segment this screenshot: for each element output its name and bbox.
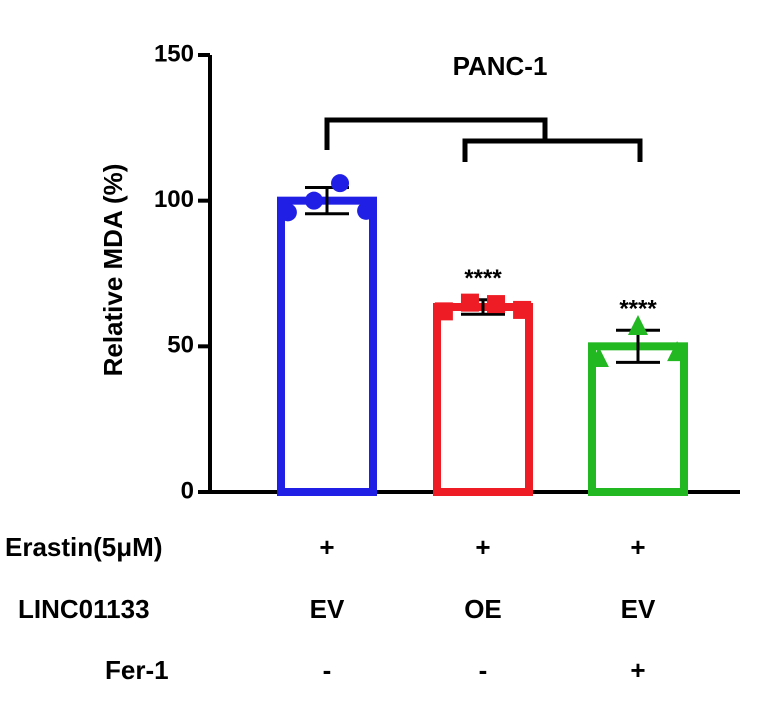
data-point	[513, 300, 532, 319]
data-point	[357, 201, 376, 220]
condition-value: +	[475, 532, 490, 562]
comparison-brackets	[324, 117, 643, 162]
condition-value: +	[630, 532, 645, 562]
data-point	[628, 314, 648, 335]
y-tick-label: 150	[154, 40, 194, 67]
condition-value: EV	[310, 594, 345, 624]
bracket	[324, 117, 548, 150]
data-point	[460, 293, 479, 312]
data-point	[331, 174, 350, 193]
data-point	[434, 302, 453, 321]
y-tick-label: 0	[181, 477, 194, 504]
condition-label: Fer-1	[105, 655, 169, 685]
y-tick-label: 100	[154, 186, 194, 213]
significance: ****	[619, 296, 657, 323]
condition-value: -	[479, 655, 488, 685]
bracket	[462, 138, 643, 162]
data-point	[278, 203, 297, 222]
data-point	[667, 341, 688, 362]
bar	[433, 303, 533, 496]
data-point	[304, 191, 323, 210]
data-point	[487, 295, 506, 314]
bar	[588, 342, 688, 497]
condition-value: +	[319, 532, 334, 562]
data-point	[588, 346, 609, 367]
y-tick-label: 50	[167, 332, 194, 359]
significance: ****	[464, 265, 502, 292]
condition-value: OE	[464, 594, 502, 624]
condition-value: EV	[621, 594, 656, 624]
condition-label: Erastin(5μM)	[5, 532, 163, 562]
y-axis-label: Relative MDA (%)	[98, 164, 128, 377]
bar	[277, 196, 377, 497]
condition-value: +	[630, 655, 645, 685]
condition-label: LINC01133	[18, 594, 150, 624]
condition-value: -	[323, 655, 332, 685]
chart-title: PANC-1	[453, 51, 548, 81]
